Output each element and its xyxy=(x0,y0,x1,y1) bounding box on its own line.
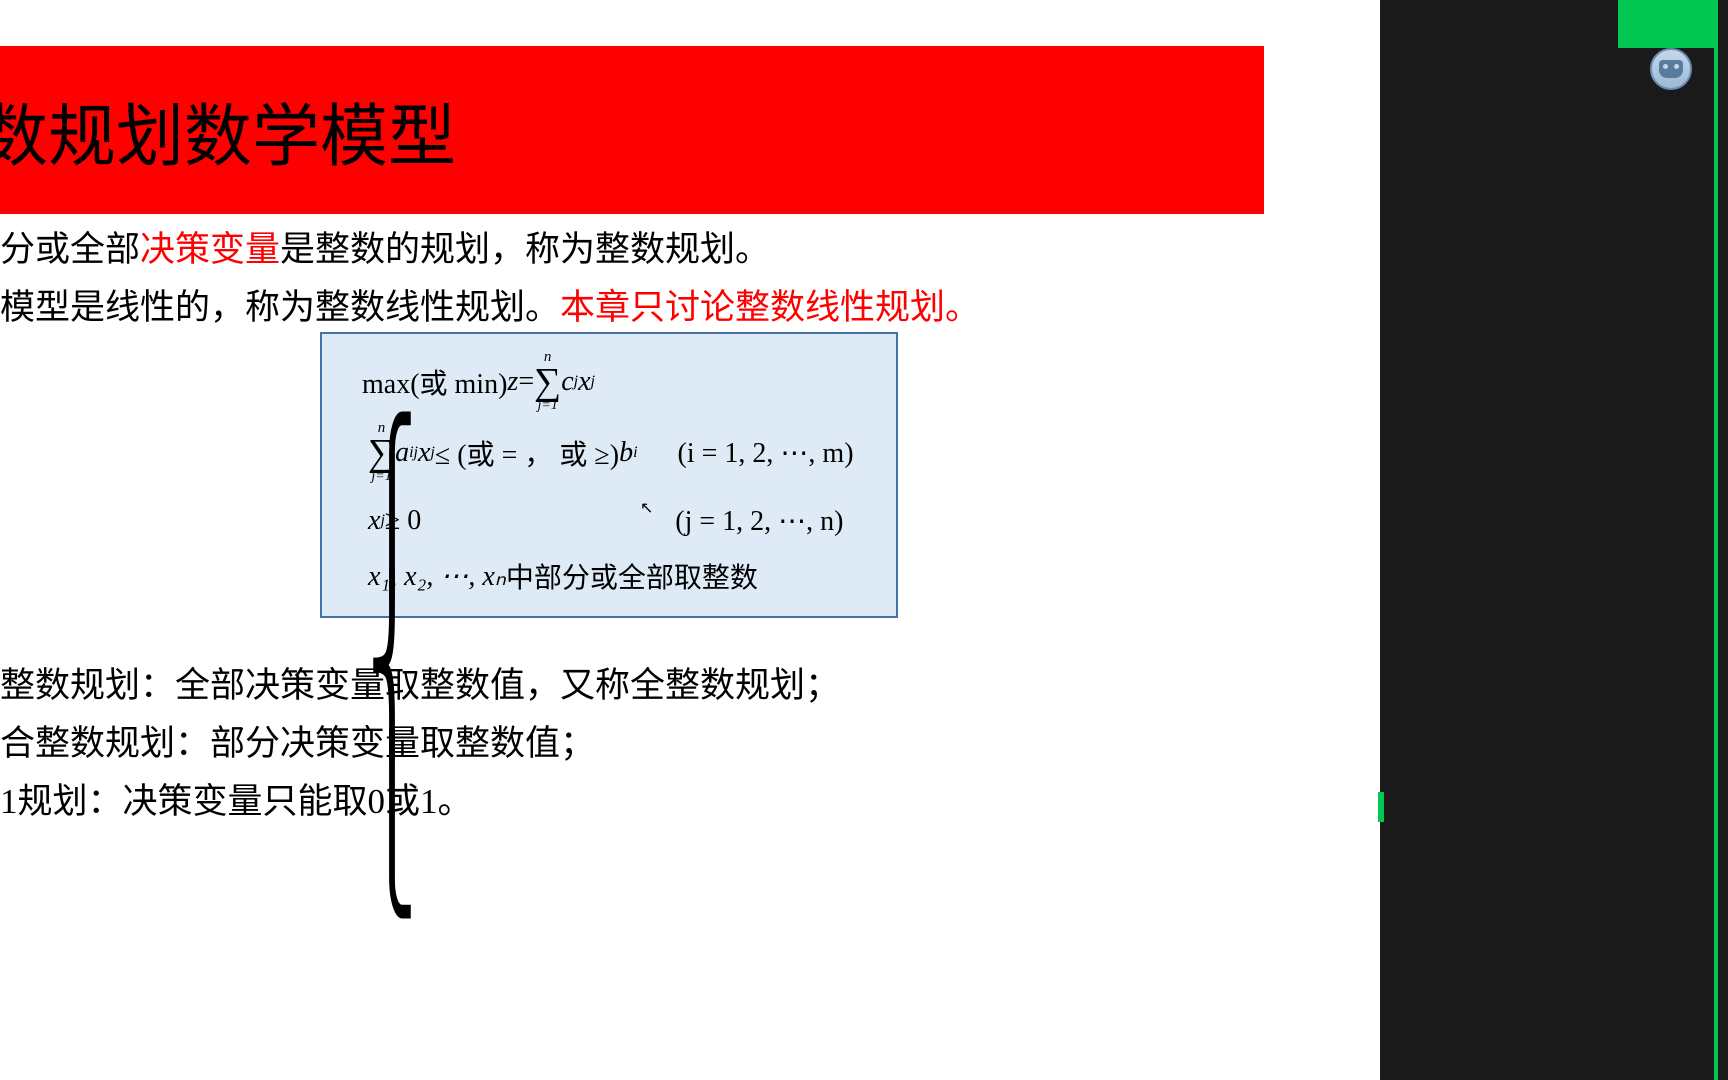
obj-eq: = xyxy=(518,366,534,398)
obj-var: z xyxy=(507,366,518,398)
slide-content: 数规划数学模型 分或全部决策变量是整数的规划，称为整数规划。 模型是线性的，称为… xyxy=(0,0,1380,1080)
obj-prefix: max(或 min) xyxy=(362,362,507,402)
int-suffix: 中部分或全部取整数 xyxy=(506,556,758,596)
green-right-border xyxy=(1714,0,1728,1080)
var-x: x xyxy=(578,366,590,398)
def1-highlight: 决策变量 xyxy=(140,230,280,269)
constraint-ineq: n ∑ j=1 aij xj ≤ (或 = ， 或 ≥) bi (i = 1, … xyxy=(368,421,876,484)
right-dark-panel xyxy=(1380,0,1728,1080)
definition-line-2: 模型是线性的，称为整数线性规划。本章只讨论整数线性规划。 xyxy=(0,280,980,336)
type-zero-one: 1规划：决策变量只能取0或1。 xyxy=(0,774,473,830)
def1-pre: 分或全部 xyxy=(0,230,140,269)
sigma-con: n ∑ j=1 xyxy=(368,421,395,484)
def1-post: 是整数的规划，称为整数规划。 xyxy=(280,230,770,269)
definition-line-1: 分或全部决策变量是整数的规划，称为整数规划。 xyxy=(0,222,770,278)
green-bottom-mark xyxy=(1378,792,1384,822)
title-text: 数规划数学模型 xyxy=(0,81,456,180)
sigma-obj: n ∑ j=1 xyxy=(534,350,561,413)
type-pure-integer: 整数规划：全部决策变量取整数值，又称全整数规划； xyxy=(0,658,840,714)
objective-function: max(或 min) z = n ∑ j=1 cj xj xyxy=(362,350,876,413)
range-i: (i = 1, 2, ⋯, m) xyxy=(678,436,854,470)
def2-highlight: 本章只讨论整数线性规划。 xyxy=(560,288,980,327)
green-corner-accent xyxy=(1618,0,1728,48)
integer-constraint: x₁, x₂, ⋯, xₙ 中部分或全部取整数 xyxy=(368,556,876,596)
cursor-icon: ↖ xyxy=(640,498,653,518)
nonneg-constraint: xj ≥ 0 (j = 1, 2, ⋯, n) xyxy=(368,504,876,538)
constraint-block: n ∑ j=1 aij xj ≤ (或 = ， 或 ≥) bi (i = 1, … xyxy=(368,421,876,596)
type-mixed-integer: 合整数规划：部分决策变量取整数值； xyxy=(0,716,595,772)
coeff-c: c xyxy=(561,366,573,398)
robot-face-icon xyxy=(1659,60,1683,78)
assistant-avatar-icon[interactable] xyxy=(1650,48,1692,90)
range-j: (j = 1, 2, ⋯, n) xyxy=(675,504,843,538)
def2-pre: 模型是线性的，称为整数线性规划。 xyxy=(0,288,560,327)
title-banner: 数规划数学模型 xyxy=(0,46,1264,214)
formula-box: max(或 min) z = n ∑ j=1 cj xj ⎧⎨⎩ n ∑ j=1… xyxy=(320,332,898,618)
